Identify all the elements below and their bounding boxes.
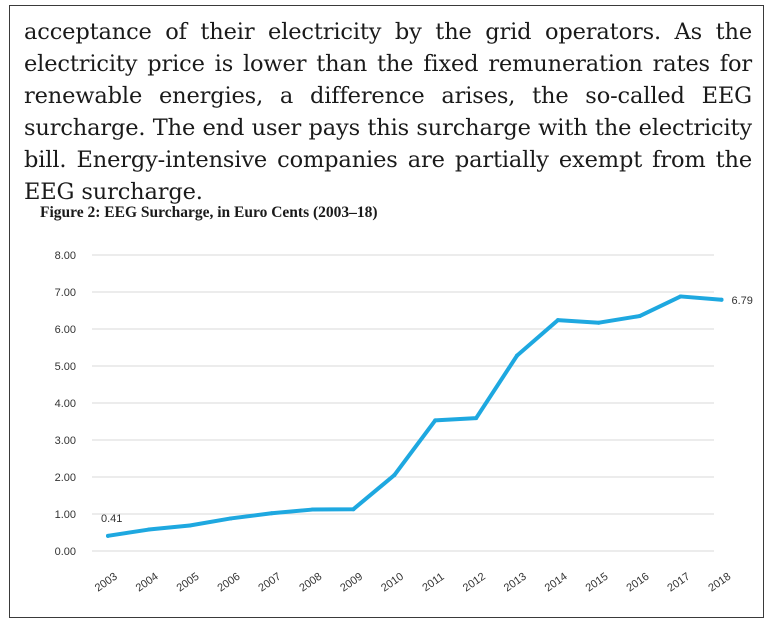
x-tick-label: 2017: [665, 571, 692, 595]
data-point: [228, 516, 233, 521]
data-point: [392, 473, 397, 478]
x-tick-label: 2003: [93, 571, 120, 595]
data-point: [187, 523, 192, 528]
eeg-surcharge-line-chart: 0.00 1.00 2.00 3.00 4.00 5.00 6.00 7.00 8.00 2003…: [55, 250, 753, 595]
x-tick-label: 2012: [461, 571, 488, 595]
x-tick-label: 2018: [706, 571, 733, 595]
data-point: [269, 511, 274, 516]
data-point: [719, 297, 724, 302]
body-paragraph: acceptance of their electricity by the g…: [24, 19, 752, 205]
series-line: [106, 294, 724, 538]
data-label: 0.41: [101, 513, 122, 525]
data-point: [678, 294, 683, 299]
y-tick-label: 4.00: [55, 398, 76, 410]
data-point: [351, 507, 356, 512]
data-point: [637, 314, 642, 319]
y-tick-label: 0.00: [55, 546, 76, 558]
y-tick-label: 7.00: [55, 287, 76, 299]
y-tick-label: 1.00: [55, 509, 76, 521]
data-point: [555, 318, 560, 323]
x-tick-label: 2015: [584, 571, 611, 595]
y-tick-label: 2.00: [55, 472, 76, 484]
data-point: [433, 418, 438, 423]
data-point: [596, 320, 601, 325]
y-tick-label: 3.00: [55, 435, 76, 447]
y-tick-label: 8.00: [55, 250, 76, 262]
data-point: [310, 507, 315, 512]
x-tick-label: 2006: [216, 571, 243, 595]
x-tick-label: 2008: [297, 571, 324, 595]
x-tick-label: 2010: [379, 571, 406, 595]
x-tick-label: 2005: [175, 571, 202, 595]
x-tick-label: 2011: [420, 571, 446, 594]
y-tick-label: 6.00: [55, 324, 76, 336]
x-tick-label: 2014: [543, 571, 570, 595]
y-tick-label: 5.00: [55, 361, 76, 373]
x-tick-label: 2009: [338, 571, 365, 595]
x-tick-label: 2004: [134, 571, 161, 595]
data-label: 6.79: [732, 295, 753, 307]
x-tick-label: 2007: [256, 571, 283, 595]
x-tick-label: 2013: [502, 571, 529, 595]
figure-title: Figure 2: EEG Surcharge, in Euro Cents (…: [40, 204, 378, 221]
data-point: [146, 527, 151, 532]
data-point: [474, 416, 479, 421]
data-point: [106, 533, 110, 538]
data-point: [515, 353, 519, 358]
document-frame: acceptance of their electricity by the g…: [9, 5, 764, 618]
x-tick-label: 2016: [625, 571, 652, 595]
